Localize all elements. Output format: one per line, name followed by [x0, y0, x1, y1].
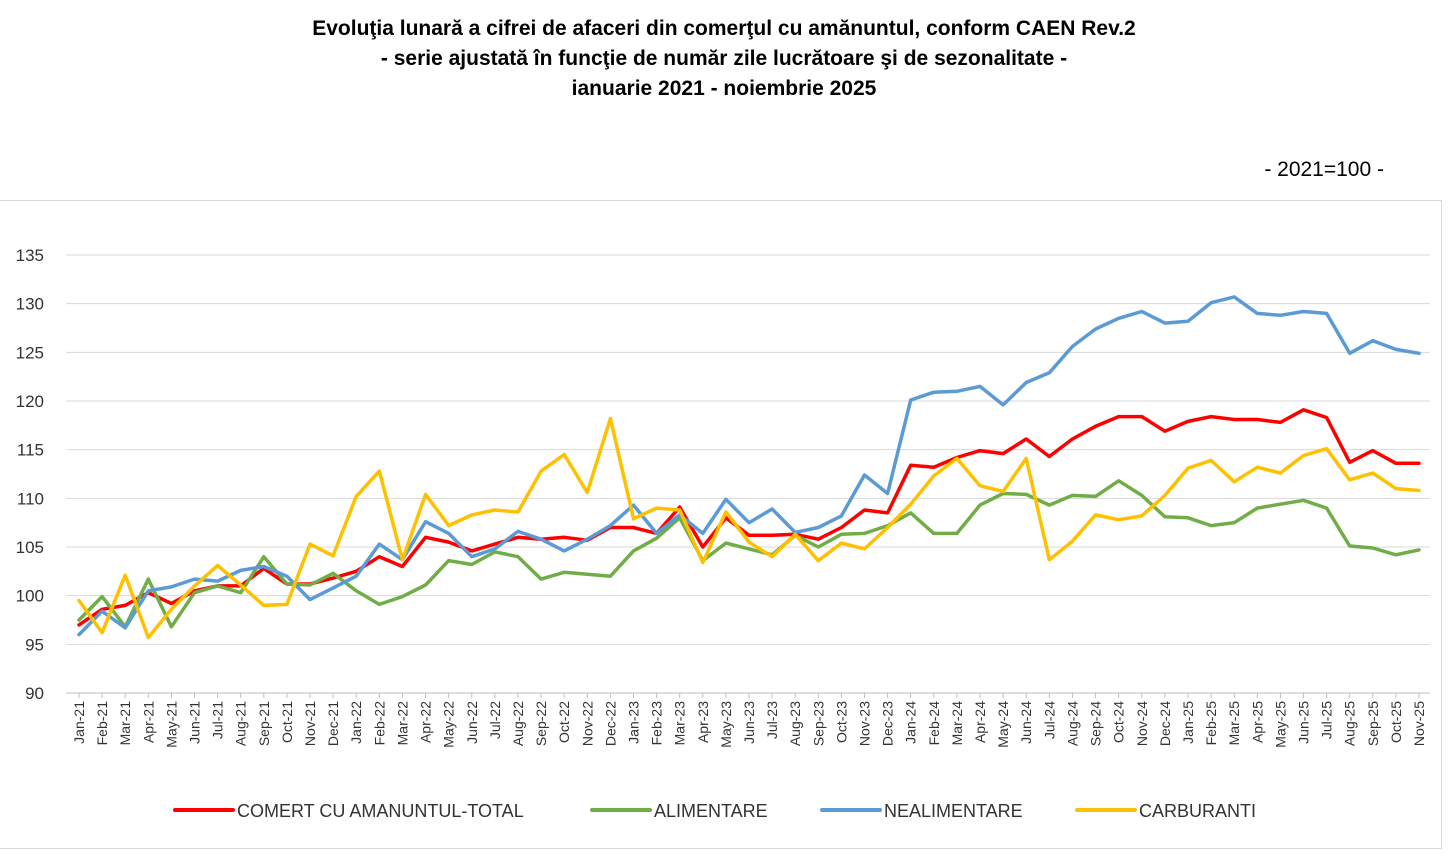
- x-tick-label: Oct-23: [833, 701, 849, 743]
- x-tick-label: Feb-21: [94, 701, 110, 746]
- x-tick-label: Nov-25: [1411, 701, 1427, 746]
- x-tick-label: Dec-23: [880, 701, 896, 746]
- x-tick-label: Feb-24: [926, 701, 942, 746]
- title-line-3: ianuarie 2021 - noiembrie 2025: [571, 77, 877, 100]
- x-tick-label: Sep-25: [1365, 701, 1381, 746]
- x-tick-label: May-24: [995, 701, 1011, 748]
- x-tick-label: Apr-22: [418, 701, 434, 743]
- x-tick-label: Jan-21: [71, 701, 87, 744]
- x-tick-label: Sep-21: [256, 701, 272, 746]
- chart-title: Evoluţia lunară a cifrei de afaceri din …: [0, 14, 1448, 104]
- x-tick-label: Dec-21: [325, 701, 341, 746]
- y-tick-label: 90: [25, 684, 44, 703]
- x-tick-label: Oct-25: [1388, 701, 1404, 743]
- x-tick-label: Sep-22: [533, 701, 549, 746]
- x-tick-label: Aug-21: [233, 701, 249, 746]
- x-tick-label: Apr-23: [695, 701, 711, 743]
- x-tick-label: Aug-25: [1342, 701, 1358, 746]
- x-axis: Jan-21 Feb-21 Mar-21 Apr-21 May-21 Jun-21 Jul-…: [66, 692, 1430, 748]
- x-tick-label: Jun-24: [1018, 701, 1034, 744]
- series-lines: [77, 295, 1421, 640]
- legend-label: COMERT CU AMANUNTUL-TOTAL: [237, 801, 524, 821]
- legend: COMERT CU AMANUNTUL-TOTAL ALIMENTARE NEALI…: [173, 801, 1256, 821]
- x-tick-label: Mar-24: [949, 701, 965, 746]
- y-tick-label: 95: [25, 635, 44, 654]
- x-tick-label: Jun-23: [741, 701, 757, 744]
- legend-label: ALIMENTARE: [654, 801, 768, 821]
- base-year-label: - 2021=100 -: [1264, 158, 1384, 181]
- x-tick-label: Jul-22: [487, 701, 503, 739]
- x-tick-label: Oct-21: [279, 701, 295, 743]
- y-tick-label: 105: [16, 538, 44, 557]
- y-tick-label: 115: [17, 441, 44, 460]
- x-tick-label: Feb-22: [371, 701, 387, 746]
- series-line-nealimentare: [77, 295, 1421, 637]
- y-tick-label: 125: [16, 343, 44, 362]
- x-tick-label: Jan-25: [1180, 701, 1196, 744]
- y-tick-label: 100: [16, 587, 44, 606]
- x-tick-label: May-22: [441, 701, 457, 748]
- x-tick-label: Jun-22: [464, 701, 480, 744]
- x-tick-label: May-23: [718, 701, 734, 748]
- x-tick-label: Mar-23: [672, 701, 688, 746]
- x-tick-label: Oct-22: [556, 701, 572, 743]
- x-tick-label: Mar-22: [394, 701, 410, 746]
- x-tick-label: Jan-23: [625, 701, 641, 744]
- x-tick-label: Jul-25: [1319, 701, 1335, 739]
- x-tick-label: Jan-24: [903, 701, 919, 744]
- x-tick-label: Jun-21: [187, 701, 203, 744]
- x-tick-label: Jun-25: [1295, 701, 1311, 744]
- x-tick-label: Aug-24: [1064, 701, 1080, 746]
- x-tick-label: Nov-21: [302, 701, 318, 746]
- legend-label: CARBURANTI: [1139, 801, 1256, 821]
- x-tick-label: Oct-24: [1111, 701, 1127, 743]
- x-tick-label: Jul-24: [1041, 701, 1057, 739]
- series-line-comert-cu-amanuntul-total: [77, 408, 1421, 627]
- x-tick-label: Apr-24: [972, 701, 988, 743]
- y-axis: 90 95 100 105 110 115 120 125 130 135: [16, 246, 44, 703]
- series-line-carburanti: [77, 416, 1421, 640]
- y-tick-label: 120: [16, 392, 44, 411]
- x-tick-label: Feb-25: [1203, 701, 1219, 746]
- x-tick-label: Dec-22: [602, 701, 618, 746]
- x-tick-label: Aug-23: [787, 701, 803, 746]
- x-tick-label: Nov-24: [1134, 701, 1150, 746]
- x-tick-label: Jul-21: [210, 701, 226, 739]
- x-tick-label: Aug-22: [510, 701, 526, 746]
- x-tick-label: Mar-21: [117, 701, 133, 746]
- y-tick-label: 135: [16, 246, 44, 265]
- x-tick-label: Feb-23: [649, 701, 665, 746]
- x-tick-label: Jul-23: [764, 701, 780, 739]
- x-tick-label: Apr-21: [140, 701, 156, 743]
- title-line-1: Evoluţia lunară a cifrei de afaceri din …: [312, 17, 1136, 40]
- x-tick-label: Apr-25: [1249, 701, 1265, 743]
- x-tick-label: Mar-25: [1226, 701, 1242, 746]
- gridlines: [66, 254, 1430, 645]
- x-tick-label: Sep-23: [810, 701, 826, 746]
- x-tick-label: Dec-24: [1157, 701, 1173, 746]
- x-tick-label: Sep-24: [1088, 701, 1104, 746]
- y-tick-label: 130: [16, 295, 44, 314]
- series-line-alimentare: [77, 479, 1421, 629]
- x-tick-label: Nov-22: [579, 701, 595, 746]
- title-line-2: - serie ajustată în funcţie de număr zil…: [380, 47, 1068, 70]
- chart-frame: [0, 200, 1442, 849]
- x-tick-label: Jan-22: [348, 701, 364, 744]
- x-tick-label: May-25: [1272, 701, 1288, 748]
- legend-label: NEALIMENTARE: [884, 801, 1023, 821]
- y-tick-label: 110: [17, 489, 44, 508]
- x-tick-label: May-21: [163, 701, 179, 748]
- x-tick-label: Nov-23: [857, 701, 873, 746]
